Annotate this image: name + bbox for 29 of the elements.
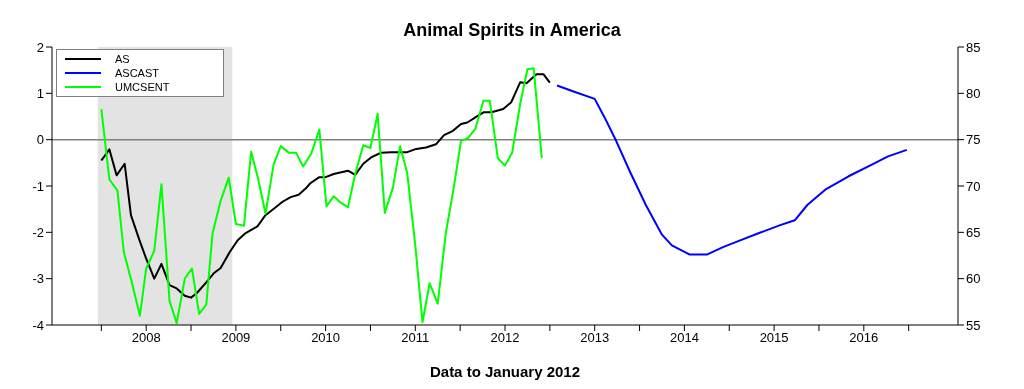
- y2-tick-label: 80: [966, 85, 981, 101]
- chart-title: Animal Spirits in America: [402, 20, 622, 41]
- x-tick-label: 2013: [580, 330, 610, 346]
- x-tick-label: 2012: [490, 330, 520, 346]
- y-tick-label: 1: [36, 85, 44, 101]
- legend-label: UMCSENT: [115, 81, 170, 93]
- x-tick-label: 2009: [221, 330, 251, 346]
- legend-label: AS: [115, 53, 130, 65]
- y-tick-label: -1: [32, 178, 44, 194]
- y2-tick-label: 60: [966, 271, 981, 287]
- x-tick-label: 2010: [311, 330, 341, 346]
- x-tick-label: 2011: [401, 330, 430, 346]
- y-tick-label: -4: [32, 317, 44, 333]
- x-tick-label: 2015: [759, 330, 789, 346]
- y2-tick-label: 85: [966, 39, 981, 55]
- y2-tick-label: 70: [966, 178, 981, 194]
- y-tick-label: -2: [32, 224, 44, 240]
- legend-label: ASCAST: [115, 67, 160, 79]
- x-tick-label: 2016: [849, 330, 879, 346]
- x-axis-title: Data to January 2012: [429, 363, 581, 380]
- y2-tick-label: 55: [966, 317, 981, 333]
- y2-tick-label: 65: [966, 224, 981, 240]
- y-tick-label: -3: [32, 271, 44, 287]
- y-tick-label: 2: [36, 39, 44, 55]
- line-series: [556, 84, 908, 256]
- y2-tick-label: 75: [966, 132, 981, 148]
- x-tick-label: 2008: [131, 330, 161, 346]
- y-tick-label: 0: [36, 132, 44, 148]
- x-tick-label: 2014: [669, 330, 699, 346]
